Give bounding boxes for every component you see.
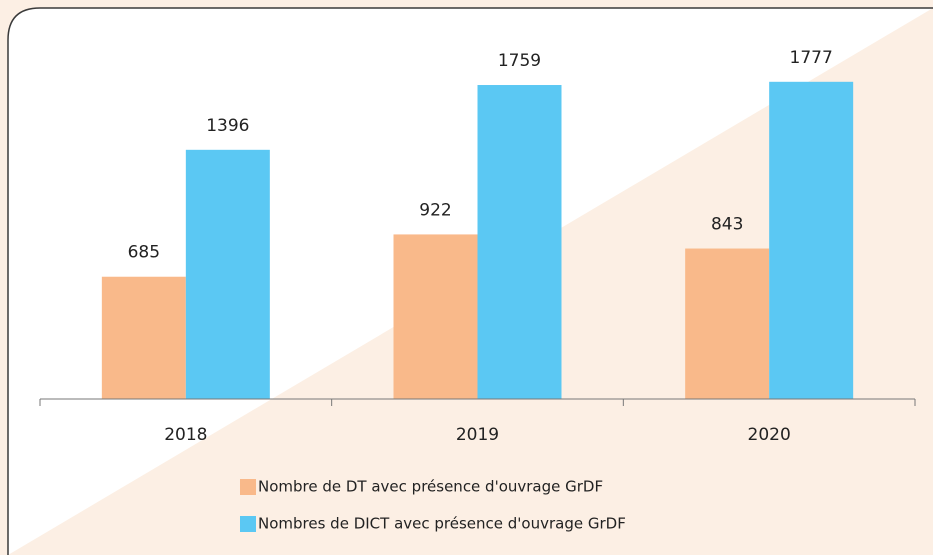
data-label: 1759 — [498, 51, 541, 71]
data-label: 922 — [419, 200, 451, 220]
data-label: 1396 — [206, 116, 249, 136]
bar — [393, 234, 478, 399]
legend-label: Nombre de DT avec présence d'ouvrage GrD… — [258, 478, 603, 496]
x-tick-label: 2020 — [748, 425, 791, 445]
bar — [769, 81, 854, 400]
legend-swatch — [240, 479, 256, 495]
legend-label: Nombres de DICT avec présence d'ouvrage … — [258, 515, 626, 533]
bar — [685, 248, 770, 399]
x-tick-label: 2019 — [456, 425, 499, 445]
legend-swatch — [240, 516, 256, 532]
bar — [101, 276, 186, 399]
data-label: 1777 — [790, 48, 833, 68]
data-label: 843 — [711, 215, 743, 235]
x-tick-label: 2018 — [164, 425, 207, 445]
bar — [477, 85, 562, 400]
bar — [185, 149, 270, 399]
data-label: 685 — [128, 243, 160, 263]
